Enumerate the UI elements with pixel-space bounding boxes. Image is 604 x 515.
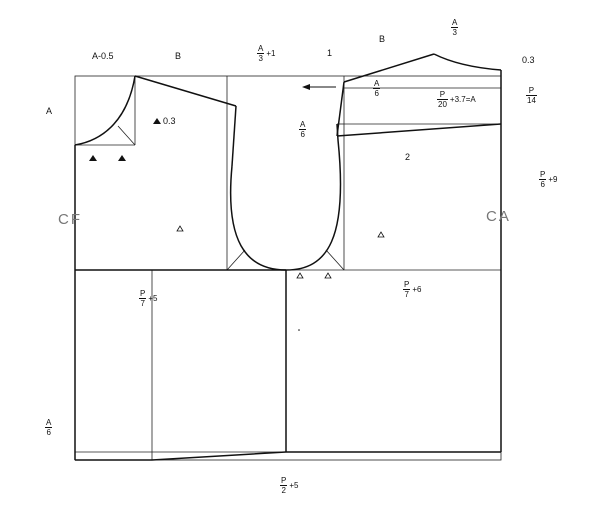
dot-mark bbox=[298, 329, 300, 331]
fraction-denominator: 6 bbox=[373, 88, 380, 98]
armhole-diagonal-right bbox=[325, 249, 345, 271]
fraction-numerator: P bbox=[404, 280, 410, 289]
fraction-denominator: 20 bbox=[437, 99, 448, 109]
notch-filled-1 bbox=[89, 155, 97, 161]
notch-filled-2 bbox=[118, 155, 126, 161]
label-cf: CF bbox=[58, 211, 82, 228]
fraction-denominator: 2 bbox=[280, 485, 287, 495]
armhole-diagonal-left bbox=[226, 249, 246, 271]
fraction-numerator: P bbox=[528, 86, 535, 95]
fraction-suffix: +9 bbox=[548, 175, 558, 184]
label-offset-03-top: 0.3 bbox=[522, 55, 535, 65]
fraction-p7-plus5: P 7 +5 bbox=[139, 289, 157, 308]
arrow-head bbox=[302, 84, 310, 90]
fraction-suffix: +5 bbox=[148, 294, 158, 303]
fraction-p14: P 14 bbox=[526, 86, 539, 105]
label-b-back: B bbox=[379, 34, 386, 44]
back-neckline bbox=[433, 53, 502, 71]
fraction-suffix: +5 bbox=[289, 481, 299, 490]
neck-diagonal bbox=[117, 125, 136, 146]
notch-hollow-4 bbox=[324, 272, 332, 279]
label-ca: CA bbox=[486, 208, 511, 225]
fraction-numerator: A bbox=[300, 120, 306, 129]
fraction-numerator: A bbox=[374, 79, 380, 88]
construction-frame bbox=[74, 75, 502, 461]
notch-hollow-2 bbox=[377, 231, 385, 238]
fraction-suffix: +3.7=A bbox=[449, 95, 476, 104]
label-a-side: A bbox=[46, 106, 53, 116]
fraction-numerator: P bbox=[439, 90, 446, 99]
fraction-numerator: P bbox=[540, 170, 546, 179]
front-neckline bbox=[74, 75, 136, 146]
back-yoke-line bbox=[336, 123, 502, 137]
fraction-p20: P 20 +3.7=A bbox=[437, 90, 476, 109]
fraction-numerator: A bbox=[258, 44, 264, 53]
notch-hollow-3 bbox=[296, 272, 304, 279]
front-hem-line bbox=[75, 451, 287, 461]
front-armhole-line bbox=[231, 105, 237, 167]
fraction-a3-plus1: A 3 +1 bbox=[257, 44, 275, 63]
label-offset-03-neck: 0.3 bbox=[163, 116, 176, 126]
fraction-denominator: 7 bbox=[403, 289, 410, 299]
fraction-numerator: A bbox=[452, 18, 458, 27]
fraction-p7-plus6: P 7 +6 bbox=[403, 280, 421, 299]
fraction-denominator: 6 bbox=[45, 427, 52, 437]
label-a-minus-05: A-0.5 bbox=[92, 51, 114, 61]
fraction-denominator: 3 bbox=[451, 27, 458, 37]
fraction-denominator: 7 bbox=[139, 298, 146, 308]
fraction-p2-plus5: P 2 +5 bbox=[280, 476, 298, 495]
fraction-denominator: 6 bbox=[539, 179, 546, 189]
fraction-numerator: A bbox=[46, 418, 52, 427]
label-one: 1 bbox=[327, 48, 333, 58]
front-shoulder-line bbox=[134, 75, 237, 107]
fraction-numerator: P bbox=[281, 476, 287, 485]
notch-filled-3 bbox=[153, 118, 161, 124]
fraction-numerator: P bbox=[140, 289, 146, 298]
label-b-front: B bbox=[175, 51, 182, 61]
back-shoulder-line bbox=[343, 53, 435, 83]
fraction-suffix: +1 bbox=[266, 49, 276, 58]
notch-hollow-1 bbox=[176, 225, 184, 232]
armhole-curve bbox=[229, 123, 342, 271]
fraction-denominator: 14 bbox=[526, 95, 537, 105]
fraction-denominator: 3 bbox=[257, 53, 264, 63]
back-armhole-line bbox=[336, 81, 345, 137]
fraction-suffix: +6 bbox=[412, 285, 422, 294]
fraction-p6-plus9: P 6 +9 bbox=[539, 170, 557, 189]
label-two: 2 bbox=[405, 152, 411, 162]
fraction-denominator: 6 bbox=[299, 129, 306, 139]
